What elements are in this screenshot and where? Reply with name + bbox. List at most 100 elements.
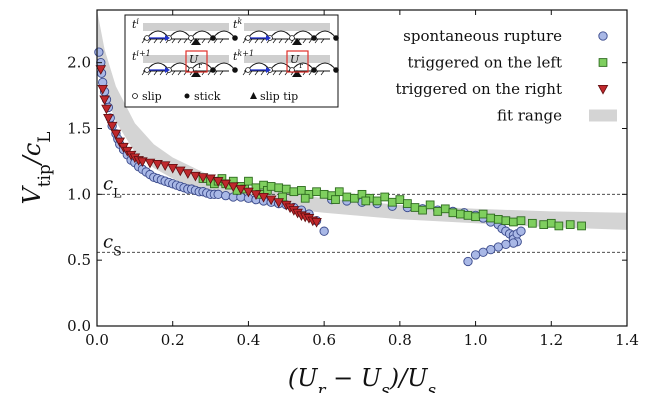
data-point-1-10	[244, 176, 253, 186]
data-point-1-52	[565, 220, 575, 229]
data-point-1-51	[554, 221, 564, 231]
data-point-0-51	[319, 226, 329, 236]
data-point-2-5	[106, 121, 118, 132]
data-point-2-13	[137, 157, 148, 168]
y-tick-label-1: 0.5	[67, 251, 91, 269]
data-point-2-1	[97, 85, 108, 95]
inset-hatch	[213, 70, 218, 76]
legend-swatch-2	[597, 85, 609, 95]
inset-stick-node	[210, 35, 216, 41]
inset-hatch	[308, 70, 313, 76]
inset-hatch	[314, 70, 319, 76]
data-point-0-38	[221, 190, 231, 201]
inset-hatch	[153, 70, 158, 76]
legend-label-2: triggered on the right	[395, 80, 562, 98]
data-point-2-28	[250, 190, 262, 200]
data-point-1-58	[331, 195, 340, 204]
data-point-2-25	[228, 182, 239, 193]
data-point-1-20	[312, 187, 321, 197]
data-point-1-50	[546, 218, 556, 228]
inset-stick-node	[232, 35, 238, 41]
data-point-1-18	[297, 186, 306, 195]
inset-legend: slip stick slip tip	[132, 90, 298, 103]
inset-hatch	[308, 38, 313, 44]
legend-label-3: fit range	[497, 107, 562, 125]
data-point-1-30	[387, 197, 397, 207]
data-point-1-35	[425, 200, 435, 210]
inset-hatch	[201, 38, 206, 44]
y-tick-label-2: 1.0	[67, 185, 91, 203]
data-point-2-0	[95, 65, 107, 75]
data-point-1-45	[501, 216, 511, 226]
inset-slip-tip-marker	[191, 70, 201, 77]
data-point-0-79	[470, 250, 481, 260]
y-tick-label-3: 1.5	[67, 120, 91, 138]
inset-frame-label: ti	[132, 17, 139, 32]
inset-stick-node	[333, 35, 339, 41]
data-point-2-7	[114, 137, 125, 148]
reference-label-0: cL	[103, 173, 122, 200]
y-axis-title: Vtip/cL	[18, 132, 54, 205]
inset-slip-node	[245, 67, 251, 73]
data-point-1-34	[418, 205, 427, 215]
inset-window-label: Ur	[189, 53, 202, 70]
data-point-2-2	[99, 95, 110, 106]
inset-hatch	[278, 38, 283, 44]
data-point-2-20	[190, 171, 201, 182]
data-point-1-21	[319, 189, 329, 199]
inset-hatch	[171, 38, 176, 44]
data-point-2-17	[167, 163, 178, 174]
series-triggered-on-the-right	[95, 65, 322, 228]
data-point-2-16	[159, 161, 171, 171]
inset-hatch	[141, 38, 146, 44]
inset-slip-tip-marker	[191, 38, 201, 45]
inset-hatch	[159, 38, 164, 44]
data-point-1-23	[334, 187, 344, 197]
inset-hatch	[314, 38, 319, 44]
data-point-0-74	[508, 238, 519, 248]
data-point-2-21	[197, 173, 209, 183]
x-tick-label-4: 0.8	[388, 331, 412, 349]
data-point-2-23	[212, 177, 224, 187]
inset-legend-symbol-0	[132, 93, 138, 99]
inset-frame-label: tk	[233, 17, 242, 32]
inset-hatch	[320, 38, 325, 44]
inset-slip-node	[144, 35, 150, 41]
inset-panel-3: tk+1 Ur	[233, 49, 339, 77]
inset-schematic: ti tk ti+1 Ur tk+1 Ur slip stick slip tip	[124, 14, 339, 108]
data-point-2-6	[110, 129, 122, 140]
x-tick-label-0: 0.0	[85, 331, 109, 349]
data-point-1-37	[440, 204, 450, 214]
inset-hatch	[242, 38, 247, 44]
legend-label-0: spontaneous rupture	[403, 27, 562, 45]
inset-hatch	[242, 70, 247, 76]
inset-hatch	[302, 38, 307, 44]
inset-hatch	[147, 38, 152, 44]
data-point-2-30	[265, 195, 277, 206]
data-point-2-15	[152, 160, 163, 170]
data-point-1-57	[300, 193, 310, 203]
data-point-0-37	[213, 189, 223, 199]
data-point-2-22	[205, 174, 216, 185]
inset-hatch	[171, 70, 176, 76]
data-point-2-3	[101, 104, 112, 115]
data-point-0-0	[94, 47, 104, 57]
inset-arrowhead-icon	[266, 35, 271, 41]
inset-hatch	[248, 38, 253, 44]
inset-hatch	[260, 70, 265, 76]
data-point-1-31	[395, 195, 405, 204]
reference-label-1: cS	[103, 231, 122, 258]
data-point-1-39	[456, 209, 465, 219]
inset-slip-node	[289, 35, 295, 41]
data-point-2-4	[103, 113, 114, 124]
data-point-1-48	[528, 218, 537, 228]
legend-label-1: triggered on the left	[407, 54, 562, 72]
inset-legend-label-0: slip	[142, 90, 162, 103]
x-tick-label-1: 0.2	[161, 331, 185, 349]
plot-frame	[96, 9, 628, 327]
inset-window-label: Ur	[290, 53, 303, 70]
data-point-0-73	[516, 226, 526, 236]
data-point-1-59	[361, 196, 371, 206]
